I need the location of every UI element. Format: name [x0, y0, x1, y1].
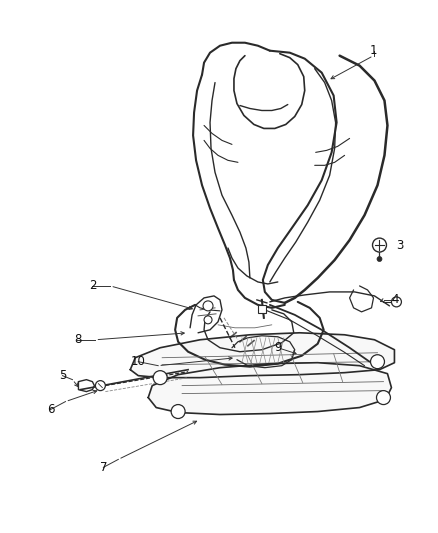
- Circle shape: [204, 316, 212, 324]
- Bar: [258, 305, 266, 313]
- Text: 2: 2: [88, 279, 96, 293]
- Text: 1: 1: [370, 44, 377, 57]
- Circle shape: [171, 405, 185, 418]
- Text: 6: 6: [47, 403, 54, 416]
- Text: 3: 3: [396, 239, 403, 252]
- Circle shape: [372, 238, 386, 252]
- Polygon shape: [130, 333, 395, 378]
- Circle shape: [377, 391, 390, 405]
- Circle shape: [153, 370, 167, 385]
- Circle shape: [371, 355, 385, 369]
- Polygon shape: [148, 362, 392, 415]
- Circle shape: [377, 256, 382, 262]
- Circle shape: [392, 297, 401, 307]
- Text: 8: 8: [74, 333, 81, 346]
- Circle shape: [95, 381, 106, 391]
- Text: 4: 4: [392, 293, 399, 306]
- Text: 5: 5: [59, 369, 66, 382]
- Circle shape: [203, 301, 213, 311]
- Text: 7: 7: [99, 461, 107, 474]
- Text: 9: 9: [274, 341, 282, 354]
- Text: 10: 10: [131, 355, 146, 368]
- Polygon shape: [78, 379, 95, 392]
